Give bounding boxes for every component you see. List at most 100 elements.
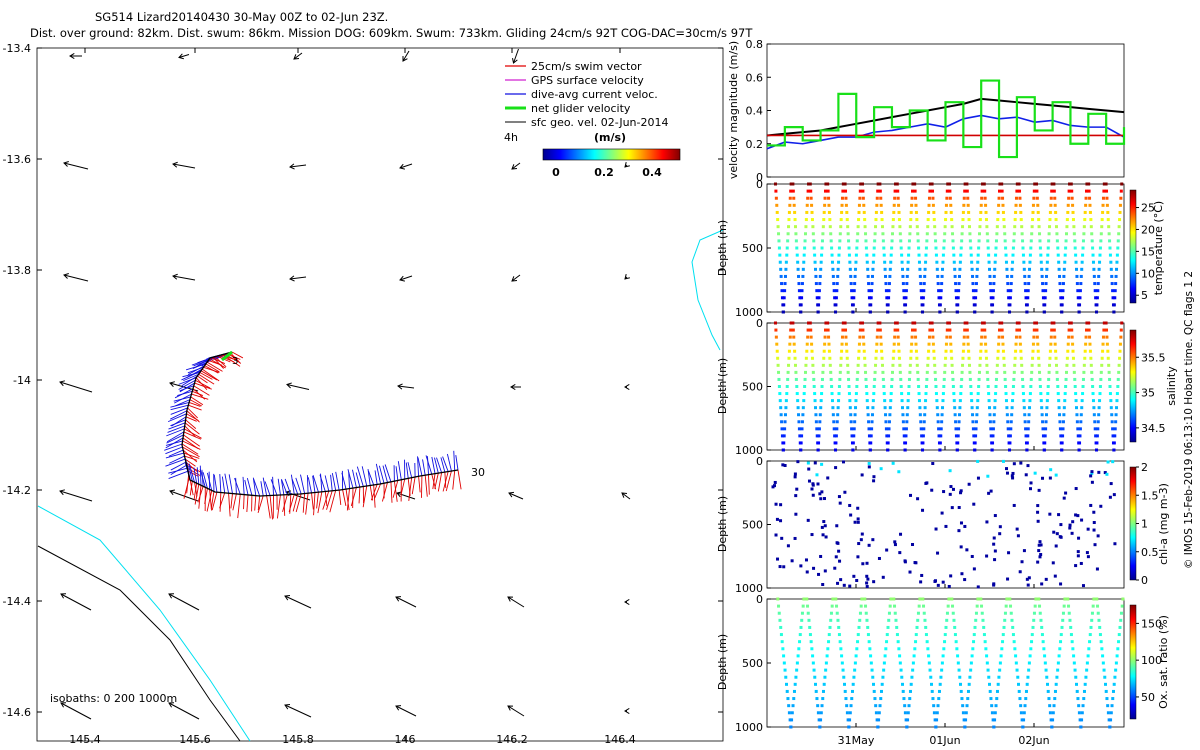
profile-point [1070,640,1074,644]
profile-point [861,328,865,332]
profile-point [780,434,784,438]
profile-point [809,196,813,200]
profile-point [866,267,870,271]
profile-point [823,335,827,339]
profile-point [911,321,915,325]
velocity-y-tick-label: 0.8 [746,38,764,51]
profile-point [1016,534,1020,538]
profile-point [890,385,894,388]
profile-point [943,640,947,644]
profile-point [992,582,996,586]
profile-point [985,370,989,374]
profile-point [925,370,929,374]
profile-point [919,427,923,431]
profile-point [783,420,787,424]
profile-point [794,232,798,236]
profile-point [1065,218,1069,222]
profile-point [837,392,841,396]
profile-point [917,399,921,403]
profile-point [970,654,974,658]
profile-point [942,377,946,381]
profile-point [828,225,832,229]
profile-point [780,536,784,540]
profile-point [1024,296,1028,300]
profile-point [784,675,788,679]
profile-point [1003,611,1007,615]
profile-point [950,597,954,601]
profile-point [996,682,1000,686]
dive-avg-current-vector [191,358,210,366]
profile-point [1001,203,1005,207]
profile-point [1008,310,1012,314]
profile-point [895,625,899,629]
profile-point [1109,482,1113,486]
profile-point [1044,577,1048,581]
dive-avg-current-vector [224,473,230,494]
profile-point [849,413,853,417]
profile-point [880,210,884,214]
profile-point [1082,363,1086,367]
profile-point [969,385,973,388]
profile-point [1028,267,1032,271]
profile-point [882,392,886,396]
swim-vector [345,489,350,511]
profile-point [831,267,835,271]
map-axis-ticks [37,47,723,741]
profile-point [907,704,911,708]
profile-point [945,611,949,615]
profile-point [937,434,941,438]
profile-point [806,328,810,332]
profile-point [900,260,904,264]
profile-point [803,239,807,243]
profile-point [1070,335,1074,339]
swim-vector [193,385,210,396]
profile-point [1023,704,1027,708]
profile-point [831,597,835,601]
profile-point [817,289,821,293]
profile-point [894,618,898,622]
profile-point [925,232,929,236]
profile-point [1111,697,1115,701]
profile-point [1039,392,1043,396]
profile-point [1024,289,1028,293]
profile-point [861,196,865,200]
swim-vector [199,372,213,380]
profile-point [931,328,935,332]
profile-point [1030,225,1034,229]
profile-point [793,363,797,367]
profile-point [1008,303,1012,307]
profile-point [963,524,967,528]
profile-point [865,392,869,396]
geo-arrow-shaft [511,274,521,282]
profile-point [1080,718,1084,722]
profile-point [974,289,978,293]
profile-point [853,520,857,524]
profile-point [997,675,1001,679]
profile-point [924,246,928,250]
geo-velocity-arrow [69,52,82,60]
profile-point [980,328,984,332]
profile-point [990,704,994,708]
profile-point [1024,689,1028,693]
profile-point [810,487,814,491]
profile-point [1085,661,1089,665]
profile-point [884,427,888,431]
profile-point [1099,370,1103,374]
velocity-y-tick-label: 0.6 [746,71,764,84]
profile-point [838,559,842,563]
profile-point [872,689,876,693]
profile-point [838,370,842,374]
profile-point [834,303,838,307]
profile-point [1085,182,1089,186]
profile-point [819,711,823,715]
profile-point [1000,647,1004,651]
profile-point [880,218,884,222]
profile-point [951,232,955,236]
profile-point [940,282,944,286]
profile-point [975,274,979,278]
profile-point [1108,495,1112,499]
profile-point [804,356,808,360]
profile-point [1079,725,1083,729]
profile-point [995,689,999,693]
profile-point [849,274,853,278]
